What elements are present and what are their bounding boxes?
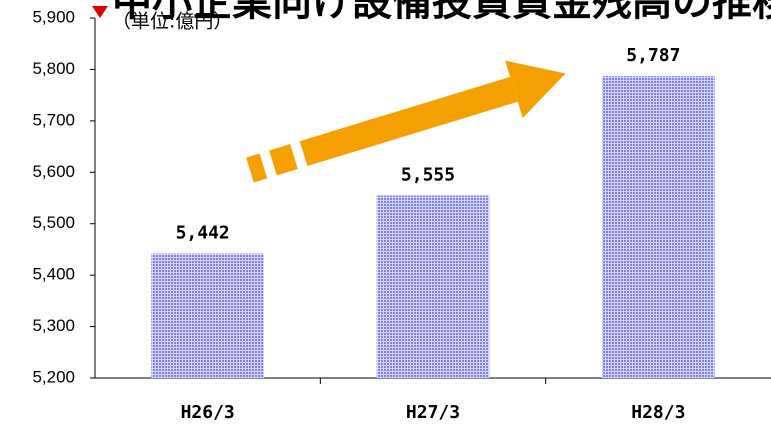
y-tick-label: 5,500 bbox=[32, 213, 75, 232]
bar bbox=[376, 195, 490, 378]
x-tick-label: H26/3 bbox=[181, 402, 235, 423]
value-label: 5,442 bbox=[176, 223, 230, 244]
value-label: 5,787 bbox=[626, 45, 680, 66]
y-tick-label: 5,600 bbox=[32, 162, 75, 181]
y-tick-label: 5,400 bbox=[32, 265, 75, 284]
chart-title: 中小企業向け設備投資資金残高の推移 bbox=[112, 0, 771, 25]
title-marker bbox=[92, 6, 108, 18]
y-tick-label: 5,700 bbox=[32, 110, 75, 129]
y-tick-label: 5,900 bbox=[32, 7, 75, 26]
y-tick-label: 5,200 bbox=[32, 367, 75, 386]
value-label: 5,555 bbox=[401, 164, 455, 185]
y-tick-label: 5,300 bbox=[32, 316, 75, 335]
bar bbox=[151, 253, 264, 378]
y-tick-label: 5,800 bbox=[32, 59, 75, 78]
trend-arrow bbox=[246, 60, 566, 183]
x-tick-label: H27/3 bbox=[406, 402, 460, 423]
x-tick-label: H28/3 bbox=[631, 402, 685, 423]
bar bbox=[602, 76, 715, 378]
unit-label: （単位:億円） bbox=[112, 11, 232, 33]
